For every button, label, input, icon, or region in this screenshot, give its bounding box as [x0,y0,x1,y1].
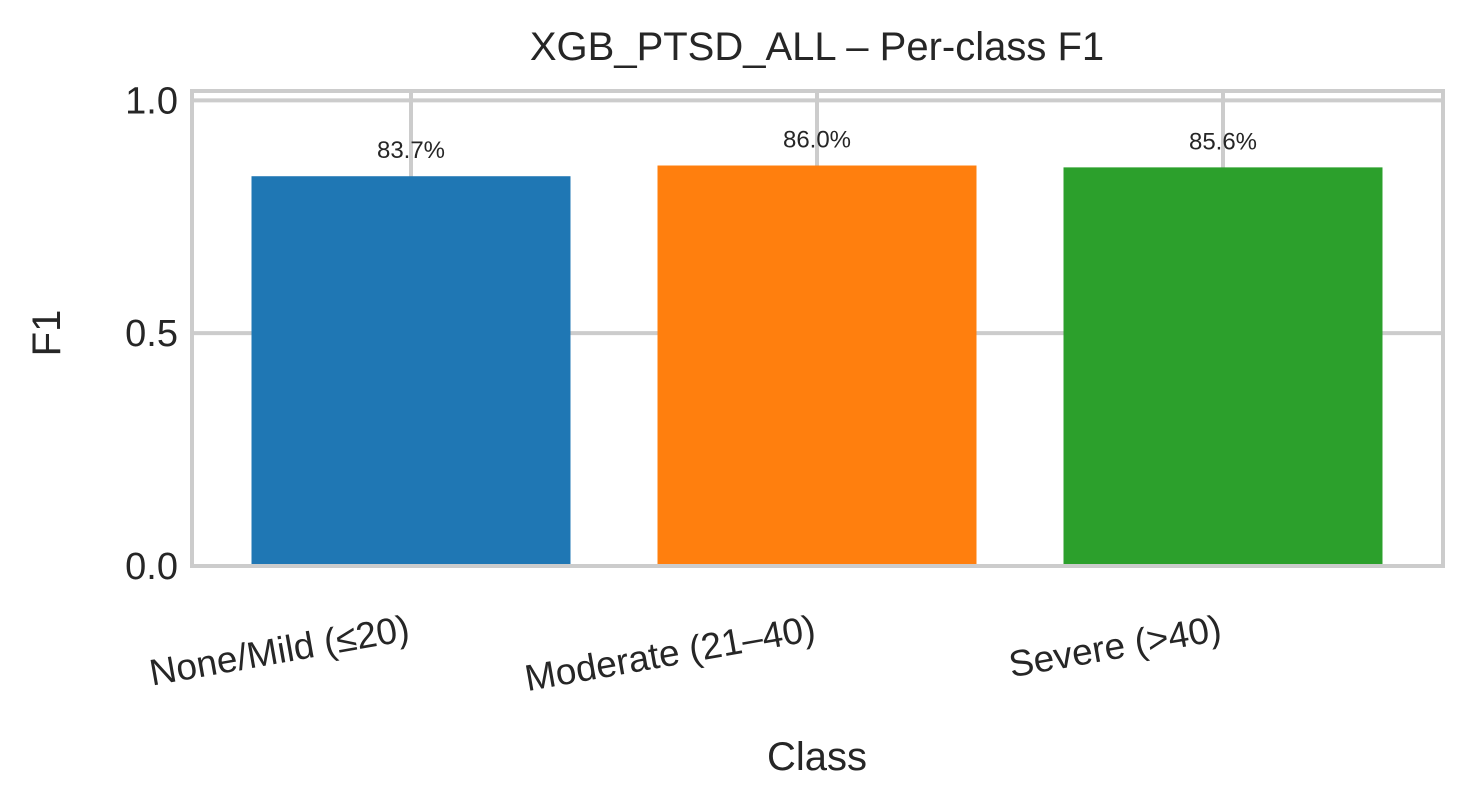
bar [251,176,571,566]
x-tick-label: None/Mild (≤20) [146,608,412,694]
plot-frame [190,89,1445,568]
data-label: 85.6% [1189,128,1257,155]
x-axis-label: Class [767,735,867,779]
bars [251,165,1383,566]
bar [657,165,977,566]
data-labels: 83.7% 86.0% 85.6% [377,127,1257,165]
bar [1063,167,1383,566]
x-tick-label: Severe (>40) [1006,608,1225,686]
x-tick-labels: None/Mild (≤20) Moderate (21–40) Severe (>… [146,608,1224,699]
chart-title: XGB_PTSD_ALL – Per-class F1 [530,25,1104,69]
y-tick-label: 0.5 [125,313,178,355]
y-tick-label: 1.0 [125,80,178,122]
y-tick-labels: 0.0 0.5 1.0 [125,80,178,588]
y-tick-label: 0.0 [125,546,178,588]
data-label: 86.0% [783,127,851,154]
data-label: 83.7% [377,137,445,164]
y-axis-label: F1 [25,310,69,357]
x-tick-label: Moderate (21–40) [522,608,819,699]
